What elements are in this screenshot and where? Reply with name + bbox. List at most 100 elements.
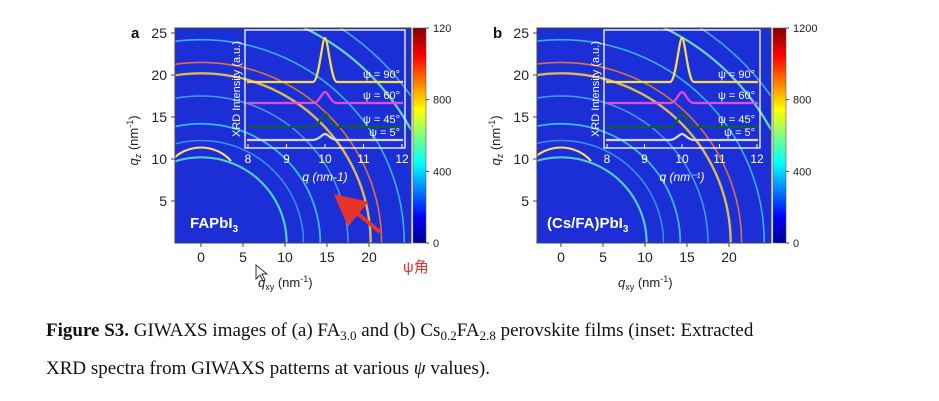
inset-x-tick-label: 8 [604,152,611,166]
panel-label: a [131,25,140,42]
inset-legend-label: ψ = 45° [718,114,755,126]
scattering-ring [537,122,682,243]
heatmap [175,28,411,243]
inset-x-tick-label: 9 [641,152,648,166]
label-unit: (nm [274,275,300,290]
scattering-ring [175,61,383,243]
label-subscript: z [495,153,505,158]
inset-x-tick-label: 12 [395,152,409,166]
label-subscript: xy [265,282,275,292]
inset-x-tick-label: 8 [245,152,252,166]
inset-legend-label: ψ = 90° [718,69,755,81]
colorbar-tick-label: 400 [433,166,451,178]
scattering-ring [537,146,592,162]
inset-legend-label: ψ = 60° [718,90,755,102]
caption-text: perovskite films (inset: Extracted [496,320,754,341]
caption-text: values). [426,358,490,379]
inset-curve [606,90,758,105]
inset-legend-label: ψ = 60° [363,90,400,102]
colorbar-tick-label: 1200 [793,23,817,35]
label-symbol: q [126,158,141,166]
inset-x-tick-label: 9 [283,152,290,166]
label-superscript: -1 [660,274,668,284]
inset: 8 9 10 11 12 q (nm-1) XRD Intensity (a.u.) ψ = … [231,29,409,184]
label-unit: (nm [488,128,503,154]
x-tick-label: 5 [239,249,247,265]
caption-subscript: 2.8 [480,328,496,343]
label-symbol: q [488,158,503,166]
label-unit: (nm [634,275,660,290]
x-axis-label: qxy (nm-1) [258,274,313,292]
label-end: ) [308,275,312,290]
label-unit: (nm [126,128,141,154]
scattering-ring [175,95,349,243]
scattering-ring [175,122,322,243]
inset-y-label: XRD Intensity (a.u.) [231,41,243,137]
label-symbol: q [618,275,626,290]
caption-line-2: XRD spectra from GIWAXS patterns at vari… [46,358,490,379]
inset-x-tick-label: 11 [713,152,726,166]
label-subscript: xy [625,282,635,292]
label-superscript: -1 [125,120,135,128]
x-tick-label: 0 [197,249,205,265]
x-axis-label: qxy (nm-1) [618,274,673,292]
label-superscript: -1 [300,274,308,284]
caption-text: FA [457,320,480,341]
scattering-ring [537,156,648,243]
inset-x-label: q (nm⁻¹) [660,170,705,184]
x-tick-label: 5 [599,249,607,265]
y-tick-label: 25 [513,25,529,41]
heatmap-background [537,28,771,243]
cursor [255,263,269,282]
inset-x-tick-label: 10 [318,152,332,166]
inset-legend-label: ψ = 5° [724,127,755,139]
caption-line-1: Figure S3. GIWAXS images of (a) FA3.0 an… [46,320,754,343]
inset-legend-label: ψ = 90° [363,69,400,81]
x-tick-label: 15 [319,249,335,265]
x-tick-label: 20 [721,249,737,265]
label-subscript: z [133,153,143,158]
panel-label: b [493,25,502,42]
label-superscript: -1 [487,120,497,128]
colorbar-tick-label: 400 [793,166,811,178]
x-tick-label: 10 [277,249,293,265]
caption-text: XRD spectra from GIWAXS patterns at vari… [46,358,414,379]
scattering-ring [175,146,232,162]
caption-subscript: 0.2 [440,328,456,343]
x-tick-label: 20 [361,249,377,265]
colorbar-tick-label: 800 [793,95,811,107]
inset-curve [247,36,403,84]
inset-curve [606,36,758,84]
inset-curve [247,90,403,105]
y-tick-label: 5 [521,193,529,209]
heatmap [537,28,771,243]
colorbar [772,27,787,244]
scattering-ring [175,156,288,243]
scattering-ring [175,38,406,243]
plot-frame [174,27,412,244]
y-tick-label: 10 [513,151,529,167]
y-tick-label: 25 [151,25,167,41]
plot-frame [536,27,772,244]
label-end: ) [126,115,141,119]
colorbar-tick-label: 120 [433,23,451,35]
sample-sub: 3 [623,224,629,235]
y-tick-label: 20 [151,67,167,83]
scattering-ring [537,95,709,243]
y-tick-label: 15 [151,109,167,125]
heatmap-background [175,28,411,243]
colorbar-tick-label: 800 [433,95,451,107]
sample-label: (Cs/FA)PbI3 [547,215,629,235]
inset-legend-label: ψ = 5° [369,127,400,139]
arrow [333,193,382,234]
y-axis-label: qz (nm-1) [487,115,505,165]
x-tick-label: 15 [679,249,695,265]
y-tick-label: 5 [159,193,167,209]
colorbar-tick-label: 0 [433,238,439,250]
inset: 8 9 10 11 12 q (nm⁻¹) XRD Intensity (a.u.) ψ = … [590,29,764,184]
annotation-text: ψ角 [403,259,429,276]
sample-main: (Cs/FA)PbI [547,215,623,232]
sample-main: FAPbI [190,215,233,232]
